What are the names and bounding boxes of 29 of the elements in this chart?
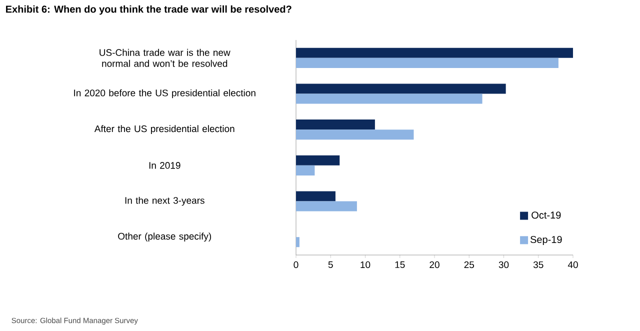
bar bbox=[296, 58, 558, 68]
bar bbox=[296, 48, 574, 58]
x-tick-label: 0 bbox=[294, 261, 298, 268]
y-tick-label: In 2020 before the US presidential election bbox=[74, 89, 256, 98]
x-tick-label: 30 bbox=[498, 261, 509, 268]
bar bbox=[296, 155, 340, 166]
bar bbox=[296, 120, 375, 130]
x-tick-label: 15 bbox=[395, 261, 405, 268]
legend-label: Sep-19 bbox=[530, 236, 562, 246]
bar bbox=[296, 130, 414, 140]
legend-label: Oct-19 bbox=[532, 212, 561, 219]
bar bbox=[296, 94, 482, 104]
y-tick-label: US-China trade war is the new normal and won’t be resolved bbox=[100, 48, 230, 67]
x-tick-label: 35 bbox=[533, 261, 544, 268]
y-tick-label: After the US presidential election bbox=[94, 125, 234, 134]
x-tick-label: 25 bbox=[464, 261, 474, 268]
bar bbox=[296, 201, 357, 212]
text: Exhibit 6: When do you think the trade war will be resolved? bbox=[6, 5, 292, 15]
y-tick-label: Other (please specify) bbox=[118, 232, 212, 242]
x-tick-label: 40 bbox=[568, 261, 578, 268]
y-tick-label: In the next 3-years bbox=[125, 196, 204, 206]
x-tick-label: 10 bbox=[360, 261, 370, 268]
y-tick-label: In 2019 bbox=[149, 162, 180, 169]
bar bbox=[296, 237, 300, 248]
bar bbox=[296, 84, 506, 94]
x-tick-label: 20 bbox=[430, 261, 440, 268]
x-tick-label: 5 bbox=[328, 261, 333, 268]
bar bbox=[296, 165, 315, 176]
bar bbox=[296, 191, 336, 202]
